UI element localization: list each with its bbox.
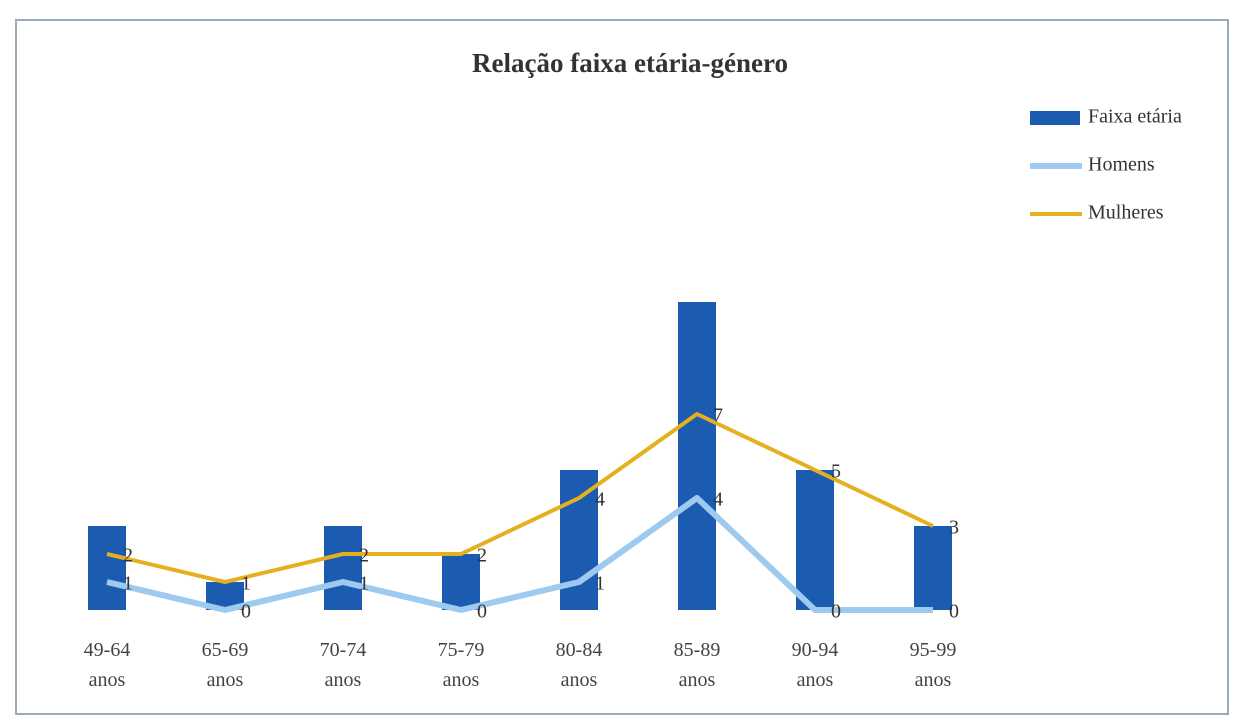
bar xyxy=(796,470,834,610)
data-label: 2 xyxy=(359,545,369,567)
bar xyxy=(324,526,362,610)
legend-swatch xyxy=(1030,111,1080,125)
data-label: 0 xyxy=(241,601,251,623)
chart-frame xyxy=(15,19,1229,715)
data-label: 4 xyxy=(595,489,605,511)
bar xyxy=(914,526,952,610)
data-label: 1 xyxy=(359,573,369,595)
x-tick-label: 75-79 anos xyxy=(437,639,485,691)
data-label: 5 xyxy=(831,461,841,483)
data-label: 0 xyxy=(477,601,487,623)
data-label: 0 xyxy=(831,601,841,623)
legend-label: Mulheres xyxy=(1088,202,1164,224)
data-label: 2 xyxy=(123,545,133,567)
bar xyxy=(678,302,716,610)
bar xyxy=(560,470,598,610)
bar xyxy=(442,554,480,610)
legend-label: Faixa etária xyxy=(1088,106,1182,128)
x-tick-label: 49-64 anos xyxy=(83,639,131,691)
x-tick-label: 95-99 anos xyxy=(909,639,957,691)
data-label: 1 xyxy=(595,573,605,595)
x-tick-label: 80-84 anos xyxy=(555,639,603,691)
data-label: 2 xyxy=(477,545,487,567)
bar xyxy=(88,526,126,610)
data-label: 7 xyxy=(713,405,723,427)
chart-title: Relação faixa etária-género xyxy=(472,48,788,78)
data-label: 0 xyxy=(949,601,959,623)
x-tick-label: 65-69 anos xyxy=(201,639,249,691)
data-label: 3 xyxy=(949,517,959,539)
x-tick-label: 90-94 anos xyxy=(791,639,839,691)
legend-label: Homens xyxy=(1088,154,1155,176)
line xyxy=(106,412,934,584)
x-tick-label: 70-74 anos xyxy=(319,639,367,691)
data-label: 1 xyxy=(123,573,133,595)
x-tick-label: 85-89 anos xyxy=(673,639,721,691)
line xyxy=(106,495,933,613)
data-label: 4 xyxy=(713,489,723,511)
data-label: 1 xyxy=(241,573,251,595)
